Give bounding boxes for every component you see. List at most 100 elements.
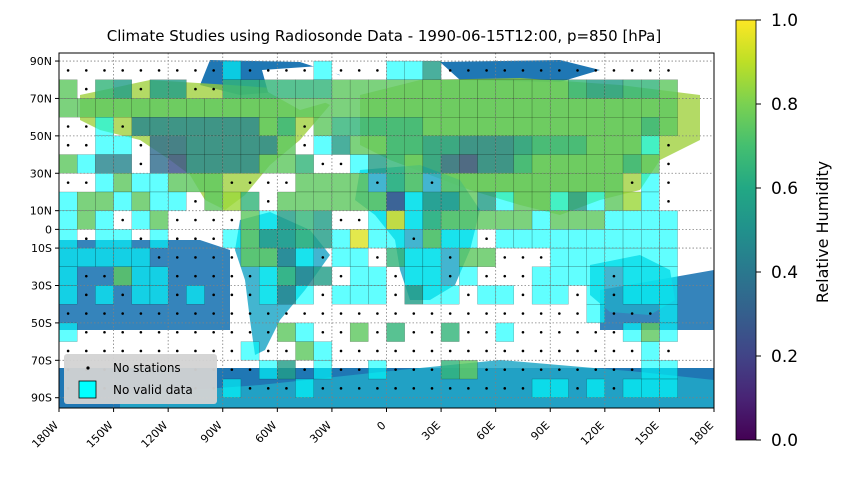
humidity-cell <box>222 191 242 211</box>
humidity-cell <box>313 79 333 99</box>
no-valid-data-cell <box>531 266 551 286</box>
humidity-cell <box>313 117 333 137</box>
no-station-dot <box>230 218 234 222</box>
no-valid-data-cell <box>295 378 314 398</box>
no-station-dot <box>612 312 616 315</box>
humidity-cell <box>440 173 460 193</box>
no-valid-data-cell <box>295 322 314 342</box>
y-tick-label: 10N <box>30 205 52 218</box>
humidity-cell <box>550 154 569 174</box>
no-station-dot <box>412 368 416 371</box>
no-station-dot <box>194 256 197 259</box>
no-station-dot <box>248 293 252 297</box>
humidity-cell <box>586 154 605 174</box>
no-station-dot <box>212 349 215 353</box>
no-station-dot <box>266 200 270 203</box>
no-station-dot <box>139 349 143 353</box>
no-station-dot <box>84 87 88 91</box>
no-valid-data-cell <box>422 266 442 286</box>
humidity-cell <box>422 79 442 99</box>
no-station-dot <box>321 387 325 390</box>
no-station-dot <box>212 293 215 297</box>
no-valid-data-cell <box>604 247 624 267</box>
humidity-cell <box>531 98 551 118</box>
no-station-dot <box>84 312 88 315</box>
no-station-dot <box>649 69 652 72</box>
humidity-cell <box>641 154 660 174</box>
no-station-dot <box>230 330 234 334</box>
no-station-dot <box>103 69 106 72</box>
no-station-dot <box>230 181 234 184</box>
humidity-cell <box>477 173 496 193</box>
humidity-cell <box>59 98 78 118</box>
no-station-dot <box>594 368 598 371</box>
no-valid-data-cell <box>404 266 424 286</box>
no-station-dot <box>157 349 161 353</box>
x-tick-label: 90W <box>198 419 225 446</box>
humidity-cell <box>386 173 405 193</box>
humidity-cell <box>258 154 278 174</box>
humidity-cell <box>168 79 187 99</box>
no-station-dot <box>266 330 270 334</box>
no-station-dot <box>157 69 161 72</box>
humidity-cell <box>240 154 260 174</box>
no-valid-data-cell <box>622 378 642 398</box>
humidity-cell <box>477 98 496 118</box>
humidity-cell <box>349 98 369 118</box>
no-valid-data-cell <box>495 285 515 305</box>
no-valid-data-cell <box>659 304 678 324</box>
data-cells <box>59 60 678 398</box>
humidity-cell <box>258 135 278 155</box>
no-valid-data-marker <box>78 380 97 399</box>
no-station-dot <box>321 256 325 259</box>
no-valid-data-cell <box>422 285 442 305</box>
no-valid-data-cell <box>440 285 460 305</box>
no-station-dot <box>430 312 434 315</box>
no-valid-data-cell <box>622 285 642 305</box>
no-station-dot <box>303 69 306 72</box>
no-valid-data-cell <box>186 285 205 305</box>
humidity-cell <box>222 79 242 99</box>
no-station-dot <box>357 69 361 72</box>
no-station-dot <box>594 349 598 353</box>
no-station-dot <box>485 69 488 72</box>
no-station-dot <box>394 368 397 371</box>
humidity-cell <box>258 229 278 249</box>
humidity-cell <box>386 210 405 230</box>
colorbar: 0.0 0.2 0.4 0.6 0.8 1.0 Relative Humidity <box>735 11 832 451</box>
humidity-cell <box>604 154 624 174</box>
no-station-dot <box>357 218 361 222</box>
no-station-dot <box>558 368 561 371</box>
humidity-cell <box>586 117 605 137</box>
no-station-dot <box>376 387 379 390</box>
no-station-dot <box>430 349 434 353</box>
no-valid-data-cell <box>149 173 169 193</box>
no-valid-data-cell <box>222 229 242 249</box>
no-station-dot <box>121 218 124 222</box>
no-station-dot <box>357 387 361 390</box>
no-station-dot <box>485 330 488 334</box>
no-valid-data-cell <box>368 210 387 230</box>
humidity-cell <box>222 135 242 155</box>
no-valid-data-cell <box>368 229 387 249</box>
no-station-dot <box>667 143 670 147</box>
colorbar-tick-label: 0.6 <box>771 179 798 199</box>
no-valid-data-cell <box>59 322 78 342</box>
no-valid-data-cell <box>586 266 605 286</box>
no-station-dot <box>194 218 197 222</box>
no-valid-data-cell <box>95 117 114 137</box>
no-station-dot <box>66 69 70 72</box>
humidity-cell <box>168 117 187 137</box>
no-station-dot <box>121 312 124 315</box>
no-valid-data-cell <box>404 247 424 267</box>
chart-title: Climate Studies using Radiosonde Data - … <box>107 27 661 45</box>
no-station-dot <box>212 87 215 91</box>
humidity-cell <box>586 79 605 99</box>
no-valid-data-cell <box>641 247 660 267</box>
no-valid-data-cell <box>113 247 132 267</box>
no-station-dot <box>503 387 507 390</box>
no-station-dot <box>576 69 579 72</box>
no-valid-data-cell <box>586 191 605 211</box>
no-station-dot <box>266 349 270 353</box>
no-station-dot <box>576 368 579 371</box>
